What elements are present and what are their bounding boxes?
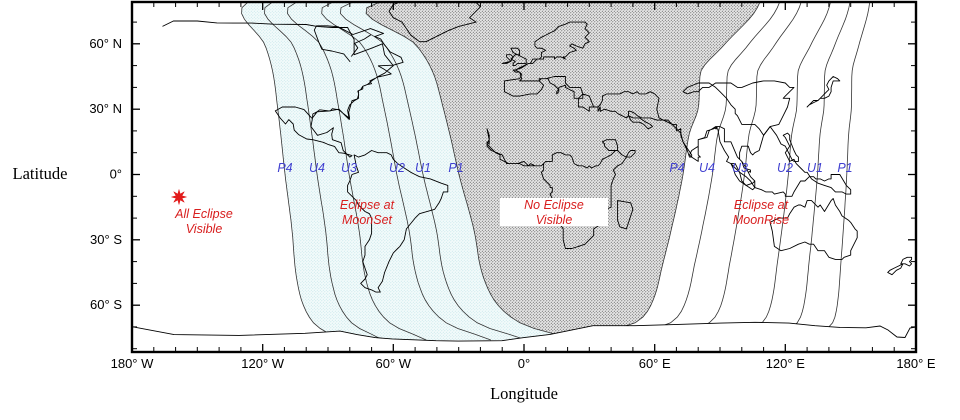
svg-text:MoonRise: MoonRise: [733, 213, 789, 227]
svg-text:MoonSet: MoonSet: [342, 213, 393, 227]
svg-text:U3: U3: [341, 161, 357, 175]
svg-text:U2: U2: [777, 161, 793, 175]
svg-text:120° E: 120° E: [766, 356, 806, 371]
svg-text:P1: P1: [837, 161, 852, 175]
svg-text:Eclipse at: Eclipse at: [734, 198, 789, 212]
svg-text:60° S: 60° S: [90, 297, 122, 312]
svg-text:U2: U2: [389, 161, 405, 175]
svg-text:U4: U4: [699, 161, 715, 175]
svg-text:Visible: Visible: [536, 213, 573, 227]
svg-text:U1: U1: [415, 161, 431, 175]
svg-text:U3: U3: [732, 161, 748, 175]
svg-text:120° W: 120° W: [241, 356, 285, 371]
svg-text:Visible: Visible: [186, 222, 223, 236]
svg-text:Eclipse at: Eclipse at: [340, 198, 395, 212]
svg-text:30° N: 30° N: [89, 101, 122, 116]
svg-text:30° S: 30° S: [90, 232, 122, 247]
svg-text:60° N: 60° N: [89, 36, 122, 51]
svg-text:Longitude: Longitude: [490, 384, 558, 403]
svg-text:Latitude: Latitude: [13, 164, 68, 183]
svg-text:0°: 0°: [518, 356, 530, 371]
svg-text:180° W: 180° W: [111, 356, 155, 371]
svg-text:P4: P4: [669, 161, 684, 175]
svg-text:P1: P1: [448, 161, 463, 175]
svg-text:180° E: 180° E: [896, 356, 936, 371]
svg-text:U4: U4: [309, 161, 325, 175]
svg-text:0°: 0°: [110, 167, 122, 182]
svg-text:No Eclipse: No Eclipse: [524, 198, 584, 212]
svg-text:60° W: 60° W: [376, 356, 412, 371]
svg-text:All Eclipse: All Eclipse: [174, 207, 233, 221]
svg-text:P4: P4: [277, 161, 292, 175]
svg-text:U1: U1: [807, 161, 823, 175]
svg-text:60° E: 60° E: [639, 356, 671, 371]
